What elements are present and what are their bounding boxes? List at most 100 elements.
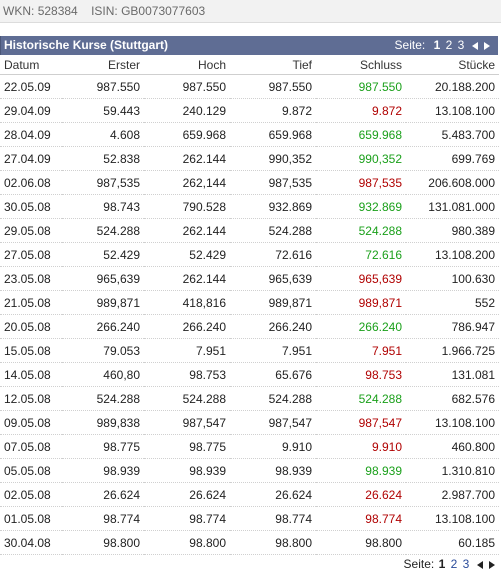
cell-stuecke: 699.769 <box>406 146 499 171</box>
cell-schluss: 98.753 <box>316 362 406 387</box>
table-row: 01.05.08 98.774 98.774 98.774 98.774 13.108.1… <box>0 506 499 531</box>
cell-datum: 01.05.08 <box>0 506 62 531</box>
table-row: 27.05.08 52.429 52.429 72.616 72.616 13.108.2… <box>0 242 499 267</box>
page-link-3[interactable]: 3 <box>457 38 465 52</box>
cell-schluss: 9.872 <box>316 98 406 123</box>
wkn-value: 528384 <box>37 4 78 18</box>
page-link-1[interactable]: 1 <box>433 38 441 52</box>
arrow-right-icon[interactable] <box>489 560 495 569</box>
cell-erster: 989,871 <box>62 290 144 315</box>
page-link-1[interactable]: 1 <box>438 557 446 571</box>
cell-hoch: 987.550 <box>144 74 230 99</box>
cell-tief: 987,535 <box>230 170 316 195</box>
column-header-tief[interactable]: Tief <box>230 56 316 75</box>
table-row: 05.05.08 98.939 98.939 98.939 98.939 1.310.81… <box>0 458 499 483</box>
cell-erster: 460,80 <box>62 362 144 387</box>
arrow-left-icon[interactable] <box>471 41 478 50</box>
table-row: 02.06.08 987,535 262,144 987,535 987,535 206.… <box>0 170 499 195</box>
cell-schluss: 98.774 <box>316 506 406 531</box>
column-header-erster[interactable]: Erster <box>62 56 144 75</box>
cell-hoch: 418,816 <box>144 290 230 315</box>
cell-hoch: 524.288 <box>144 386 230 411</box>
table-row: 27.04.09 52.838 262.144 990,352 990,352 699.7… <box>0 146 499 171</box>
page-link-2[interactable]: 2 <box>450 557 458 571</box>
cell-erster: 59.443 <box>62 98 144 123</box>
top-pager: Seite: 1 2 3 <box>395 38 490 52</box>
cell-stuecke: 1.310.810 <box>406 458 499 483</box>
cell-hoch: 98.800 <box>144 530 230 555</box>
cell-tief: 9.910 <box>230 434 316 459</box>
cell-hoch: 98.774 <box>144 506 230 531</box>
cell-tief: 987.550 <box>230 74 316 99</box>
cell-stuecke: 131.081.000 <box>406 194 499 219</box>
cell-erster: 4.608 <box>62 122 144 147</box>
cell-stuecke: 460.800 <box>406 434 499 459</box>
cell-datum: 28.04.09 <box>0 122 62 147</box>
cell-stuecke: 13.108.100 <box>406 410 499 435</box>
cell-stuecke: 980.389 <box>406 218 499 243</box>
cell-erster: 79.053 <box>62 338 144 363</box>
cell-stuecke: 1.966.725 <box>406 338 499 363</box>
cell-datum: 30.04.08 <box>0 530 62 555</box>
cell-hoch: 987,547 <box>144 410 230 435</box>
cell-schluss: 965,639 <box>316 266 406 291</box>
column-header-datum[interactable]: Datum <box>0 56 62 75</box>
pager-label: Seite: <box>394 38 426 52</box>
cell-tief: 965,639 <box>230 266 316 291</box>
table-row: 30.04.08 98.800 98.800 98.800 98.800 60.185 <box>0 530 499 555</box>
page-link-2[interactable]: 2 <box>445 38 453 52</box>
cell-datum: 29.05.08 <box>0 218 62 243</box>
cell-tief: 98.774 <box>230 506 316 531</box>
cell-stuecke: 13.108.100 <box>406 98 499 123</box>
cell-hoch: 52.429 <box>144 242 230 267</box>
cell-erster: 98.743 <box>62 194 144 219</box>
cell-stuecke: 13.108.100 <box>406 506 499 531</box>
historical-prices-table: Datum Erster Hoch Tief Schluss Stücke 22… <box>0 56 499 555</box>
page-link-3[interactable]: 3 <box>462 557 470 571</box>
column-header-hoch[interactable]: Hoch <box>144 56 230 75</box>
table-row: 09.05.08 989,838 987,547 987,547 987,547 13.1… <box>0 410 499 435</box>
cell-stuecke: 60.185 <box>406 530 499 555</box>
cell-erster: 98.774 <box>62 506 144 531</box>
cell-erster: 989,838 <box>62 410 144 435</box>
cell-erster: 98.775 <box>62 434 144 459</box>
cell-schluss: 7.951 <box>316 338 406 363</box>
cell-hoch: 98.775 <box>144 434 230 459</box>
column-header-schluss[interactable]: Schluss <box>316 56 406 75</box>
cell-tief: 9.872 <box>230 98 316 123</box>
cell-hoch: 266.240 <box>144 314 230 339</box>
cell-datum: 20.05.08 <box>0 314 62 339</box>
cell-datum: 15.05.08 <box>0 338 62 363</box>
cell-erster: 524.288 <box>62 386 144 411</box>
cell-tief: 26.624 <box>230 482 316 507</box>
cell-datum: 30.05.08 <box>0 194 62 219</box>
cell-schluss: 266.240 <box>316 314 406 339</box>
cell-erster: 52.429 <box>62 242 144 267</box>
cell-tief: 659.968 <box>230 122 316 147</box>
cell-tief: 932.869 <box>230 194 316 219</box>
table-row: 22.05.09 987.550 987.550 987.550 987.550 20.1… <box>0 74 499 99</box>
cell-stuecke: 5.483.700 <box>406 122 499 147</box>
cell-datum: 07.05.08 <box>0 434 62 459</box>
cell-hoch: 790.528 <box>144 194 230 219</box>
cell-schluss: 9.910 <box>316 434 406 459</box>
cell-hoch: 240.129 <box>144 98 230 123</box>
cell-schluss: 987,535 <box>316 170 406 195</box>
arrow-right-icon[interactable] <box>484 41 490 50</box>
arrow-left-icon[interactable] <box>476 560 483 569</box>
cell-schluss: 987.550 <box>316 74 406 99</box>
cell-erster: 987,535 <box>62 170 144 195</box>
cell-tief: 987,547 <box>230 410 316 435</box>
cell-datum: 29.04.09 <box>0 98 62 123</box>
table-row: 28.04.09 4.608 659.968 659.968 659.968 5.483.… <box>0 122 499 147</box>
cell-schluss: 990,352 <box>316 146 406 171</box>
cell-datum: 12.05.08 <box>0 386 62 411</box>
cell-datum: 21.05.08 <box>0 290 62 315</box>
column-header-stuecke[interactable]: Stücke <box>406 56 499 75</box>
table-row: 20.05.08 266.240 266.240 266.240 266.240 786.… <box>0 314 499 339</box>
cell-hoch: 659.968 <box>144 122 230 147</box>
table-row: 29.04.09 59.443 240.129 9.872 9.872 13.108.10… <box>0 98 499 123</box>
cell-tief: 266.240 <box>230 314 316 339</box>
cell-datum: 23.05.08 <box>0 266 62 291</box>
cell-tief: 524.288 <box>230 218 316 243</box>
